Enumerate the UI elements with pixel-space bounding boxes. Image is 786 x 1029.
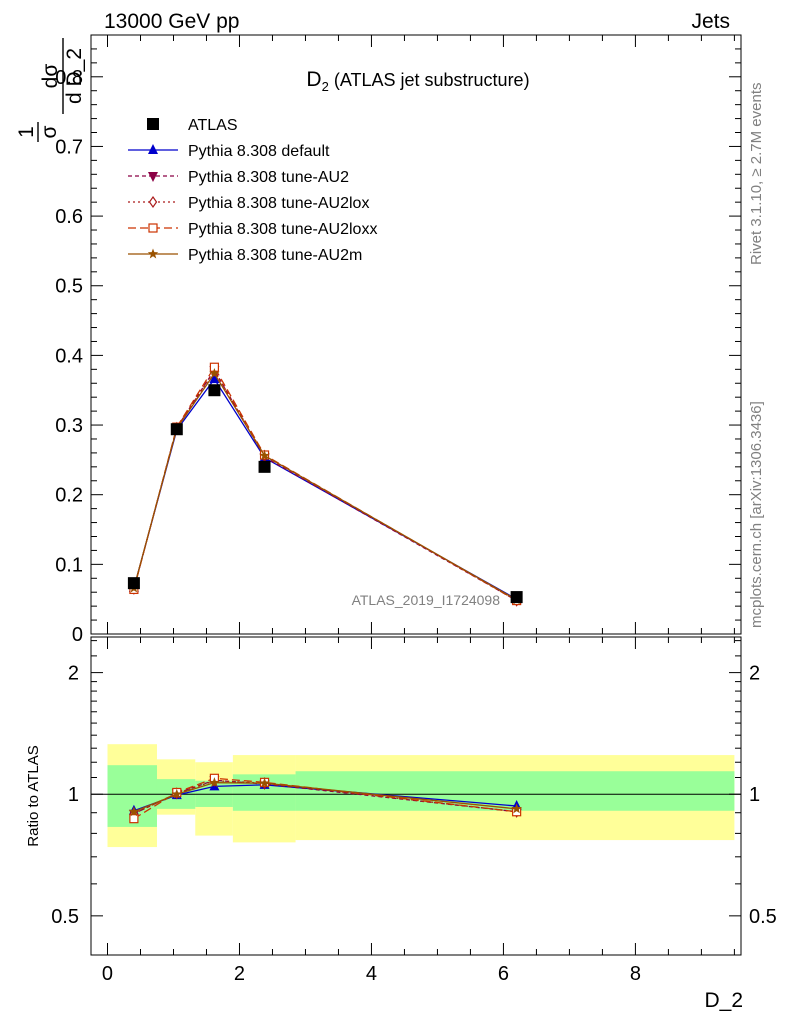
main-frame: [90, 34, 742, 635]
legend-marker: [148, 223, 158, 233]
ratio-y-tick-label: 0.5: [51, 906, 79, 928]
ratio-y-tick-label-right: 0.5: [749, 906, 777, 928]
ratio-series-point: [511, 803, 522, 814]
series-line: [133, 372, 517, 601]
series-pythia-8-308-tune-au2m: [128, 368, 522, 605]
ylabel-frac1-den: σ: [38, 125, 61, 138]
legend-marker: [148, 195, 158, 209]
legend-entry-pythia-8-308-tune-au2loxx: Pythia 8.308 tune-AU2loxx: [128, 221, 377, 238]
main-y-tick-label: 0.4: [55, 345, 83, 367]
main-plot: 0 0.1 0.2 0.3 0.4 0.5 0.6 0.7 0.8: [55, 34, 742, 646]
ylabel-frac2-den: d D_2: [63, 48, 86, 104]
series-point: [259, 450, 270, 461]
data-point: [127, 577, 140, 590]
legend-marker: [147, 248, 159, 259]
ratio-y-tick-label: 1: [68, 784, 79, 806]
legend-label: ATLAS: [188, 117, 238, 134]
legend-marker: [148, 172, 158, 182]
series-line: [133, 365, 517, 602]
ratio-plot: 0.5 0.5 1 1 2 2 0 2 4 6 8: [51, 636, 777, 985]
ratio-series-point: [129, 814, 139, 824]
legend-label: Pythia 8.308 tune-AU2lox: [188, 195, 369, 212]
ratio-series-pythia-8-308-tune-au2m: [128, 777, 522, 817]
series-point: [209, 373, 220, 384]
x-tick-label: 0: [102, 963, 113, 985]
ratio-series-point: [171, 788, 183, 799]
legend-entry-pythia-8-308-default: Pythia 8.308 default: [128, 143, 330, 160]
legend-entry-pythia-8-308-tune-au2m: Pythia 8.308 tune-AU2m: [128, 247, 362, 264]
main-y-tick-label: 0.5: [55, 276, 83, 298]
header-right: Jets: [691, 10, 730, 33]
legend-entry-atlas: ATLAS: [147, 117, 238, 134]
main-y-axis-label: 1 σ dσ d D_2: [15, 38, 86, 142]
series-pythia-8-308-tune-au2: [128, 366, 522, 607]
main-y-tick-label: 0: [72, 624, 83, 646]
x-tick-label: 2: [234, 963, 245, 985]
main-y-tick-label: 0.6: [55, 206, 83, 228]
ratio-frame: [90, 636, 742, 956]
legend-marker: [147, 118, 159, 130]
legend-entry-pythia-8-308-tune-au2: Pythia 8.308 tune-AU2: [128, 169, 349, 186]
x-tick-label: 8: [630, 963, 641, 985]
legend-marker: [148, 144, 158, 154]
ratio-y-tick-label-right: 2: [749, 663, 760, 685]
series-point: [209, 368, 220, 378]
title-main: D: [306, 68, 321, 91]
legend-label: Pythia 8.308 tune-AU2: [188, 169, 349, 186]
legend-label: Pythia 8.308 default: [188, 143, 330, 160]
title-rest: (ATLAS jet substructure): [329, 70, 530, 90]
series-atlas-data: [127, 384, 523, 604]
main-y-tick-label: 0.3: [55, 415, 83, 437]
mcplots-label: mcplots.cern.ch [arXiv:1306.3436]: [748, 401, 765, 628]
ratio-series-point: [209, 777, 220, 788]
ratio-y-tick-label: 2: [68, 663, 79, 685]
ratio-y-axis-label: Ratio to ATLAS: [25, 745, 42, 846]
svg-text:D2 (ATLAS jet substructure): D2 (ATLAS jet substructure): [306, 68, 529, 94]
data-point: [208, 384, 221, 397]
analysis-watermark: ATLAS_2019_I1724098: [352, 592, 501, 608]
ratio-series-point: [259, 777, 270, 788]
ratio-series-point: [128, 806, 140, 817]
main-y-tick-label: 0.2: [55, 485, 83, 507]
ylabel-frac2-num: dσ: [39, 64, 62, 89]
main-y-tick-label: 0.7: [55, 136, 83, 158]
rivet-label: Rivet 3.1.10, ≥ 2.7M events: [748, 83, 765, 266]
legend-label: Pythia 8.308 tune-AU2m: [188, 247, 362, 264]
x-tick-label: 6: [498, 963, 509, 985]
data-point: [258, 460, 271, 473]
x-tick-label: 4: [366, 963, 377, 985]
main-title: D2 (ATLAS jet substructure): [306, 68, 529, 94]
series-line: [133, 377, 517, 600]
x-axis-label: D_2: [704, 989, 743, 1012]
title-sub: 2: [322, 79, 329, 94]
main-y-tick-label: 0.1: [55, 554, 83, 576]
legend: ATLAS Pythia 8.308 default Pythia 8.308 tu…: [128, 117, 377, 264]
header-left: 13000 GeV pp: [104, 10, 239, 33]
data-point: [510, 591, 523, 604]
legend-entry-pythia-8-308-tune-au2lox: Pythia 8.308 tune-AU2lox: [128, 195, 369, 212]
ylabel-frac1-num: 1: [15, 126, 38, 138]
series-pythia-8-308-tune-au2lox: [129, 364, 521, 607]
ratio-y-tick-label-right: 1: [749, 784, 760, 806]
main-y-tick-label: 0.8: [55, 67, 83, 89]
legend-label: Pythia 8.308 tune-AU2loxx: [188, 221, 377, 238]
data-point: [170, 423, 183, 436]
